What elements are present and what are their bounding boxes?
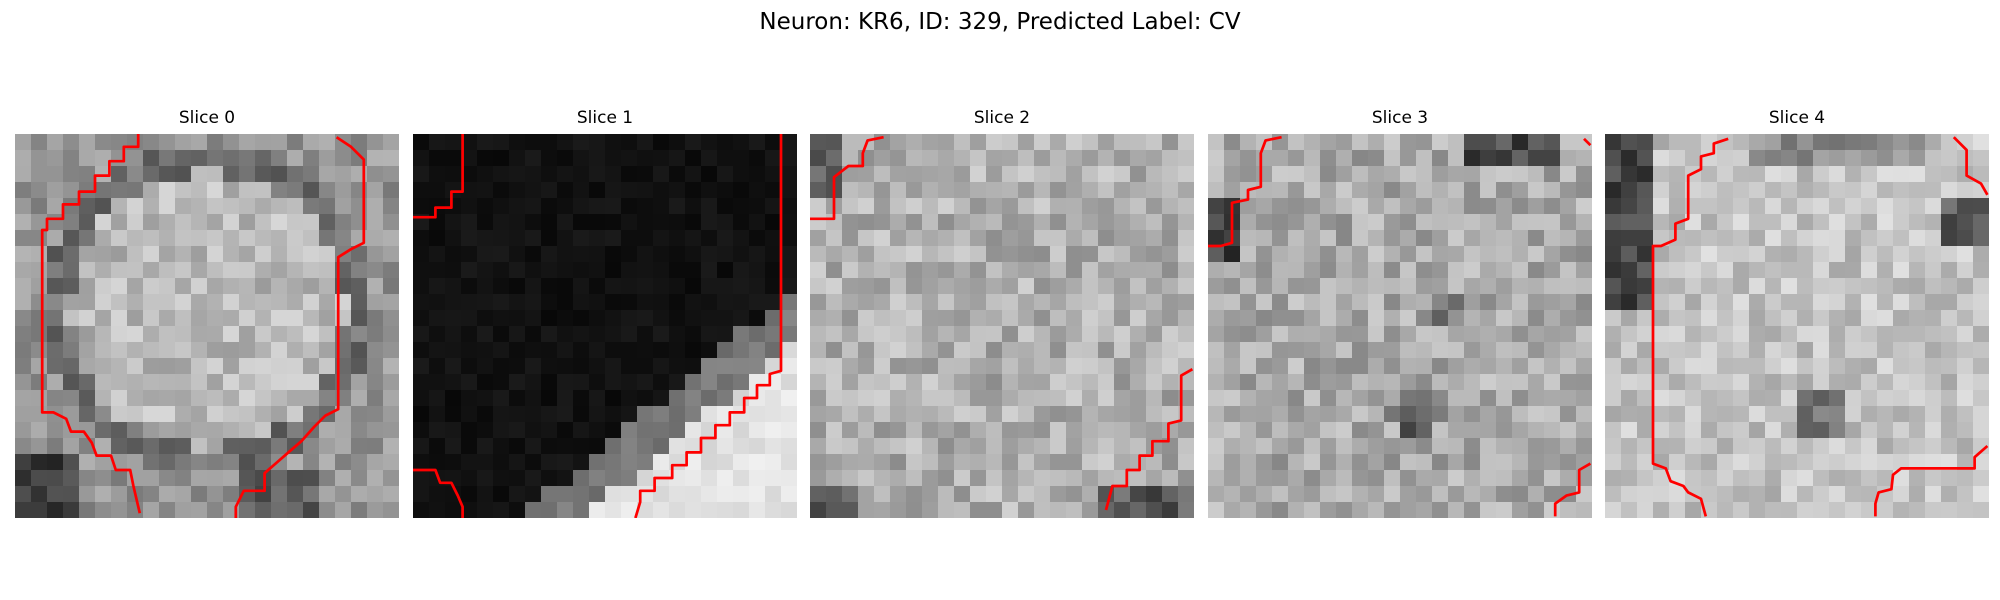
figure-title: Neuron: KR6, ID: 329, Predicted Label: C…	[759, 9, 1241, 35]
cell-contour-overlay	[810, 135, 1194, 511]
slice-image	[413, 134, 797, 518]
cell-contour-line	[1208, 135, 1282, 248]
cell-contour-overlay	[1208, 135, 1592, 517]
slice-panel-3: Slice 3	[1208, 105, 1592, 518]
cell-contour-line	[810, 135, 884, 221]
slice-image-canvas	[1605, 134, 1989, 518]
cell-contour-line	[634, 134, 783, 518]
cell-contour-line	[1952, 136, 1989, 196]
slice-panel-0: Slice 0	[15, 105, 399, 518]
cell-contour-line	[413, 468, 464, 518]
slice-image	[1208, 134, 1592, 518]
cell-contour-line	[1553, 462, 1592, 517]
slice-image	[15, 134, 399, 518]
cell-contour-line	[1651, 137, 1729, 517]
cell-contour-line	[1874, 444, 1989, 517]
slice-panel-1: Slice 1	[413, 105, 797, 518]
slice-image	[1605, 134, 1989, 518]
slice-title: Slice 2	[973, 108, 1031, 128]
slice-title: Slice 0	[178, 108, 236, 128]
cell-contour-overlay	[40, 134, 366, 518]
slice-image	[810, 134, 1194, 518]
slice-panel-2: Slice 2	[810, 105, 1194, 518]
cell-contour-line	[234, 136, 366, 518]
slice-image-canvas	[1208, 134, 1592, 518]
cell-contour-line	[40, 134, 142, 514]
slice-image-canvas	[810, 134, 1194, 518]
cell-contour-line	[1104, 368, 1194, 511]
cell-contour-line	[413, 134, 464, 219]
slice-title: Slice 1	[576, 108, 634, 128]
slice-title: Slice 3	[1371, 108, 1429, 128]
slice-image-canvas	[413, 134, 797, 518]
slice-title: Slice 4	[1768, 108, 1826, 128]
slice-panel-4: Slice 4	[1605, 105, 1989, 518]
cell-contour-overlay	[1651, 136, 1989, 517]
cell-contour-line	[1583, 137, 1592, 147]
cell-contour-overlay	[413, 134, 783, 518]
